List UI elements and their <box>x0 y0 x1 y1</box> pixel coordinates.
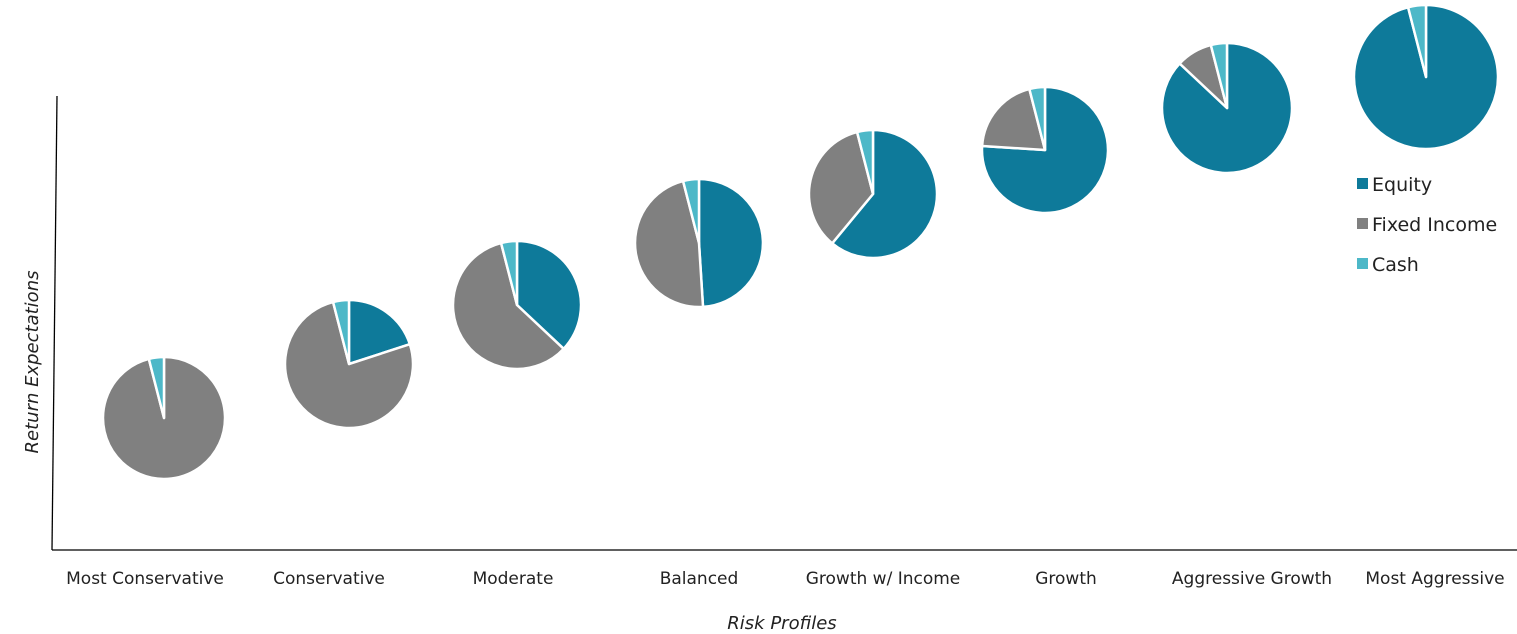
tick-label-balanced: Balanced <box>660 569 739 589</box>
pies-group <box>101 3 1500 481</box>
y-axis-title: Return Expectations <box>22 271 43 454</box>
slice-growth-cash <box>1028 85 1047 152</box>
tick-label-growth: Growth <box>1035 569 1097 589</box>
pie-most-aggressive <box>1352 3 1500 151</box>
pie-conservative <box>283 298 415 430</box>
pie-growth-w-income <box>807 128 939 260</box>
slice-balanced-cash <box>681 177 701 245</box>
legend-swatch-fixed-income <box>1357 218 1368 229</box>
tick-label-most-aggressive: Most Aggressive <box>1365 569 1504 589</box>
tick-label-most-conservative: Most Conservative <box>66 569 224 589</box>
slice-growth-fixed-income <box>980 87 1047 152</box>
tick-label-growth-w-income: Growth w/ Income <box>806 569 961 589</box>
tick-label-moderate: Moderate <box>473 569 554 589</box>
slice-balanced-fixed-income <box>633 179 705 309</box>
tick-label-conservative: Conservative <box>273 569 385 589</box>
legend-label-equity: Equity <box>1372 174 1432 196</box>
slice-moderate-equity <box>515 239 583 351</box>
legend-label-cash: Cash <box>1372 254 1419 276</box>
legend-label-fixed-income: Fixed Income <box>1372 214 1497 236</box>
slice-conservative-cash <box>331 298 351 366</box>
legend: Equity Fixed Income Cash <box>1357 174 1497 276</box>
slice-aggressive-growth-cash <box>1209 41 1229 110</box>
slice-most-conservative-cash <box>147 355 166 420</box>
y-axis-line <box>51 95 58 551</box>
pie-moderate <box>451 239 583 371</box>
slice-balanced-equity <box>697 177 765 309</box>
pie-balanced <box>633 177 765 309</box>
pie-aggressive-growth <box>1160 41 1294 175</box>
slice-growth-w-income-cash <box>855 128 875 196</box>
pie-growth <box>980 85 1110 215</box>
slice-moderate-cash <box>499 239 519 307</box>
slice-growth-w-income-fixed-income <box>807 130 875 245</box>
x-axis-title: Risk Profiles <box>727 613 836 634</box>
slice-growth-w-income-equity <box>830 128 939 260</box>
x-tick-labels: Most Conservative Conservative Moderate Bal… <box>66 569 1504 589</box>
slice-moderate-fixed-income <box>451 241 565 371</box>
legend-swatch-cash <box>1357 258 1368 269</box>
legend-swatch-equity <box>1357 178 1368 189</box>
slice-most-aggressive-cash <box>1406 3 1428 79</box>
tick-label-aggressive-growth: Aggressive Growth <box>1172 569 1332 589</box>
pie-most-conservative <box>101 355 227 481</box>
